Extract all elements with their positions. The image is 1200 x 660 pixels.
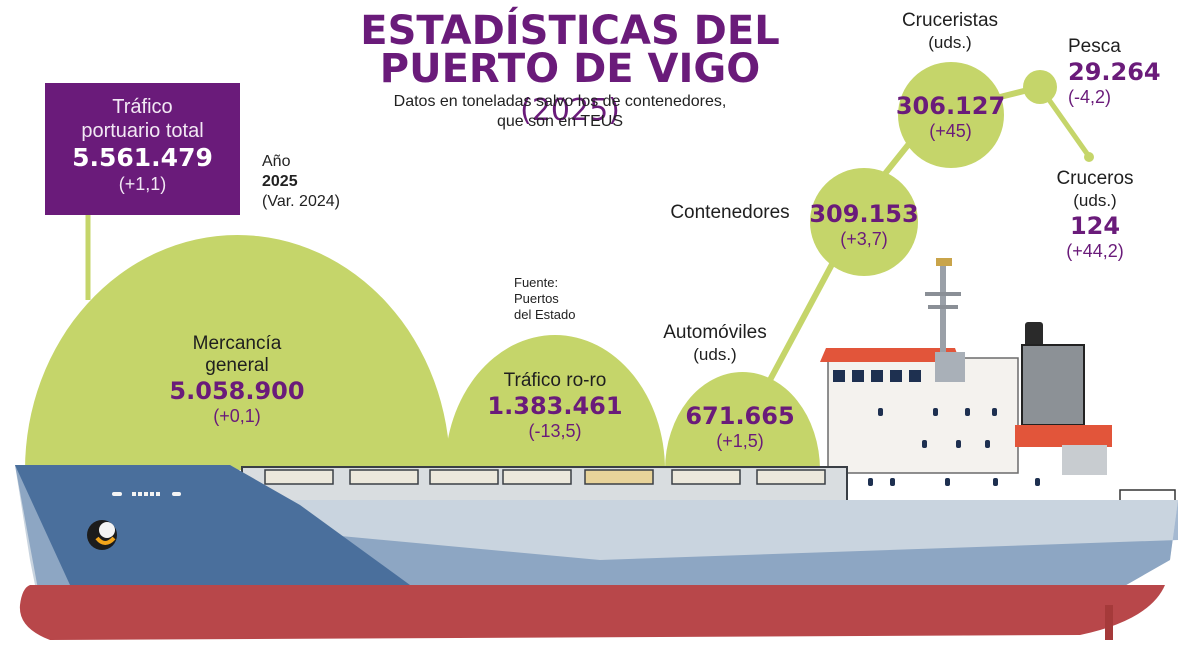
- total-label-line-1: Tráfico: [112, 96, 173, 118]
- fishing-stat: Pesca 29.264 (-4,2): [1068, 36, 1168, 108]
- subtitle: Datos en toneladas salvo los de contened…: [330, 92, 790, 132]
- title-line-1: ESTADÍSTICAS DEL: [360, 8, 780, 54]
- general-cargo-variation: (+0,1): [213, 406, 261, 426]
- total-traffic-box: Tráfico portuario total 5.561.479 (+1,1): [45, 83, 240, 215]
- source-line-2: Puertos: [514, 291, 559, 306]
- cruise-ships-value: 124: [1069, 212, 1121, 240]
- cars-value: 671.665: [685, 402, 795, 430]
- general-cargo-label-2: general: [205, 355, 269, 376]
- cruise-ships-label-1: Cruceros: [1056, 168, 1134, 189]
- source-note: Fuente: Puertos del Estado: [514, 275, 575, 323]
- title-port-name: PUERTO DE VIGO: [379, 46, 761, 92]
- total-traffic-variation: (+1,1): [118, 174, 167, 194]
- cruise-passengers-label: Cruceristas (uds.): [880, 10, 1020, 54]
- containers-value: 309.153: [809, 200, 919, 228]
- cruise-passengers-label-1: Cruceristas: [901, 10, 999, 31]
- general-cargo-stat: Mercancía general 5.058.900 (+0,1): [137, 333, 337, 427]
- containers-bubble: [810, 168, 918, 276]
- title-line-2: PUERTO DE VIGO (2025): [340, 49, 800, 130]
- title-year: (2025): [520, 93, 620, 128]
- source-label: Fuente:: [514, 275, 559, 290]
- legend-year: 2025: [262, 173, 298, 190]
- general-cargo-label-1: Mercancía: [192, 333, 282, 354]
- cruise-passengers-bubble: [898, 62, 1004, 168]
- cruise-ships-variation: (+44,2): [1066, 241, 1124, 261]
- cruise-passengers-value: 306.127: [895, 92, 1006, 120]
- legend-variation-note: (Var. 2024): [262, 193, 340, 210]
- legend: Año 2025 (Var. 2024): [262, 152, 340, 212]
- legend-year-label: Año: [262, 153, 291, 170]
- total-label-line-2: portuario total: [81, 120, 204, 142]
- source-line-3: del Estado: [514, 307, 576, 322]
- containers-label: Contenedores: [670, 202, 790, 223]
- cars-label-1: Automóviles: [663, 322, 767, 343]
- cruise-passengers-label-2: (uds.): [928, 33, 972, 52]
- cruise-ships-stat: Cruceros (uds.) 124 (+44,2): [1040, 168, 1150, 262]
- fishing-variation: (-4,2): [1068, 87, 1112, 107]
- cruise-passengers-stat: 306.127 (+45): [893, 92, 1008, 142]
- cars-label: Automóviles (uds.): [645, 322, 785, 366]
- cruise-ships-label-2: (uds.): [1073, 191, 1117, 210]
- subtitle-line-1: Datos en toneladas salvo los de contened…: [393, 93, 727, 110]
- containers-stat: 309.153 (+3,7): [805, 200, 923, 250]
- fishing-label: Pesca: [1068, 36, 1121, 57]
- containers-variation: (+3,7): [840, 229, 888, 249]
- roro-value: 1.383.461: [487, 392, 623, 420]
- roro-label: Tráfico ro-ro: [503, 370, 607, 391]
- page-title: ESTADÍSTICAS DEL PUERTO DE VIGO (2025): [340, 8, 800, 130]
- cruise-passengers-variation: (+45): [929, 121, 972, 141]
- general-cargo-value: 5.058.900: [169, 377, 305, 405]
- cars-stat: 671.665 (+1,5): [670, 402, 810, 452]
- fishing-value: 29.264: [1068, 58, 1161, 86]
- roro-variation: (-13,5): [528, 421, 582, 441]
- cars-label-2: (uds.): [693, 345, 737, 364]
- total-traffic-value: 5.561.479: [72, 143, 213, 172]
- subtitle-line-2: que son en TEUS: [496, 113, 623, 130]
- total-traffic-label: Tráfico portuario total: [45, 95, 240, 143]
- cars-variation: (+1,5): [716, 431, 764, 451]
- roro-stat: Tráfico ro-ro 1.383.461 (-13,5): [465, 370, 645, 442]
